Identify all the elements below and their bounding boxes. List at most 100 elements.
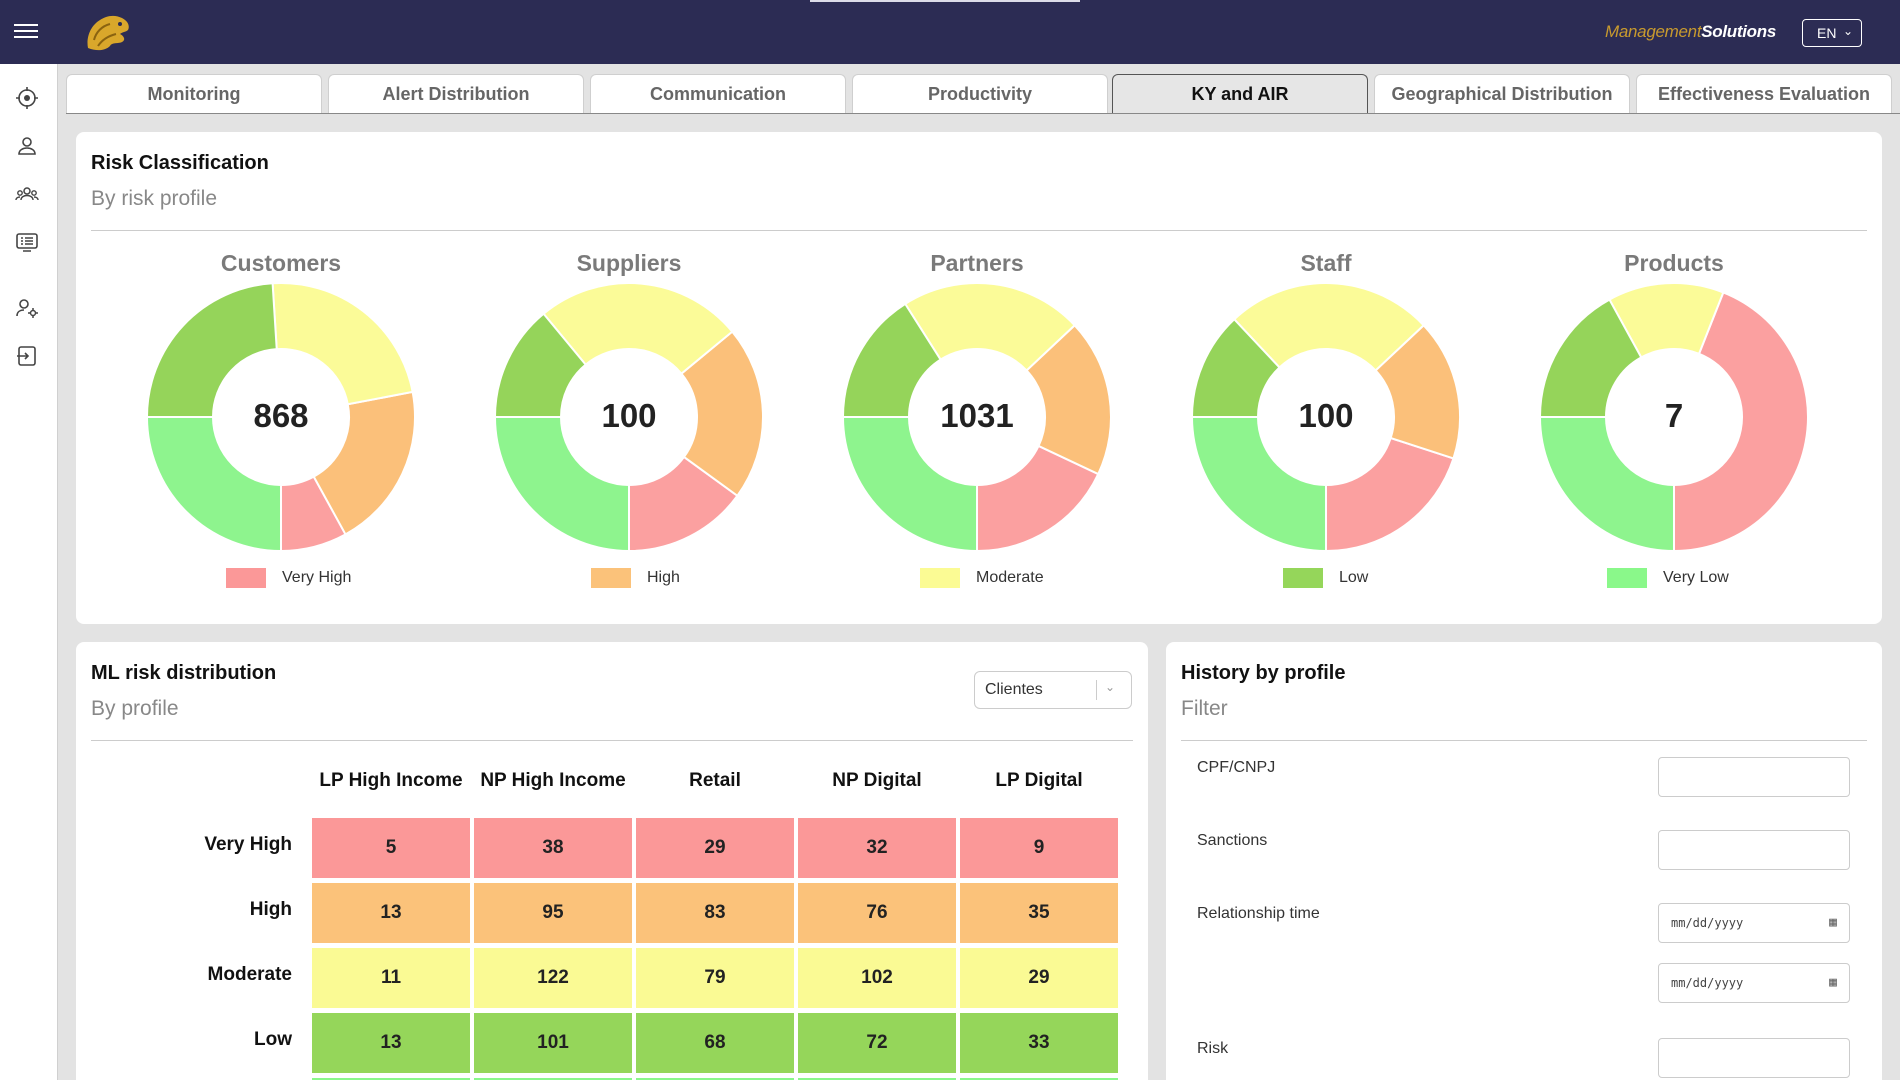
card-subtitle: By risk profile (91, 187, 218, 210)
table-cell-partial (312, 1078, 470, 1080)
tab-monitoring[interactable]: Monitoring (66, 74, 322, 114)
donut-slice-moderate[interactable] (903, 282, 1077, 372)
tab-productivity[interactable]: Productivity (852, 74, 1108, 114)
table-cell[interactable]: 83 (636, 883, 794, 943)
tab-ky-and-air[interactable]: KY and AIR (1112, 74, 1368, 114)
donut-slice-moderate[interactable] (1232, 282, 1426, 372)
table-cell[interactable]: 79 (636, 948, 794, 1008)
column-header: LP High Income (319, 770, 463, 791)
table-cell[interactable]: 13 (312, 1013, 470, 1073)
tab-effectiveness-evaluation[interactable]: Effectiveness Evaluation (1636, 74, 1892, 114)
tab-underline (66, 113, 1900, 114)
table-cell[interactable]: 68 (636, 1013, 794, 1073)
chevron-down-icon: ⌄ (1842, 24, 1853, 38)
sanctions-label: Sanctions (1197, 832, 1268, 849)
column-header: NP Digital (832, 770, 922, 791)
profile-select[interactable]: Clientes ⌄ (974, 671, 1132, 709)
table-cell[interactable]: 102 (798, 948, 956, 1008)
list-icon[interactable] (15, 230, 39, 254)
legend-item-very-low[interactable]: Very Low (1607, 568, 1729, 590)
risk-input[interactable] (1658, 1038, 1850, 1078)
lion-logo-icon[interactable] (82, 10, 134, 54)
table-cell[interactable]: 122 (474, 948, 632, 1008)
table-cell[interactable]: 76 (798, 883, 956, 943)
donut-slice-very-high[interactable] (1325, 436, 1455, 552)
table-cell-partial (798, 1078, 956, 1080)
tab-geographical-distribution[interactable]: Geographical Distribution (1374, 74, 1630, 114)
legend-item-moderate[interactable]: Moderate (920, 568, 1044, 590)
tab-alert-distribution[interactable]: Alert Distribution (328, 74, 584, 114)
donut-slice-low[interactable] (146, 282, 278, 418)
products-donut-chart[interactable] (1539, 282, 1809, 552)
logout-icon[interactable] (15, 344, 39, 368)
donut-slice-very-low[interactable] (1191, 416, 1327, 552)
table-cell[interactable]: 29 (960, 948, 1118, 1008)
donut-slice-high[interactable] (679, 330, 764, 498)
suppliers-donut-chart[interactable] (494, 282, 764, 552)
table-cell[interactable]: 5 (312, 818, 470, 878)
legend-swatch (920, 568, 960, 588)
table-cell[interactable]: 11 (312, 948, 470, 1008)
brand-name: ManagementSolutions (1605, 22, 1776, 41)
donut-title: Products (1624, 250, 1724, 276)
target-icon[interactable] (15, 86, 39, 110)
calendar-icon[interactable]: ▦ (1829, 915, 1837, 930)
donut-slice-moderate[interactable] (542, 282, 734, 376)
donut-slice-very-low[interactable] (1539, 416, 1675, 552)
users-group-icon[interactable] (15, 182, 39, 206)
table-cell[interactable]: 9 (960, 818, 1118, 878)
donut-slice-high[interactable] (312, 390, 416, 536)
hamburger-menu-icon[interactable] (14, 20, 38, 42)
risk-classification-card: Risk Classification By risk profile Cust… (76, 132, 1882, 624)
table-cell[interactable]: 13 (312, 883, 470, 943)
staff-donut-chart[interactable] (1191, 282, 1461, 552)
table-cell[interactable]: 33 (960, 1013, 1118, 1073)
donut-slice-very-low[interactable] (146, 416, 282, 552)
card-title: History by profile (1181, 662, 1346, 684)
user-settings-icon[interactable] (15, 296, 39, 320)
donut-slice-high[interactable] (1025, 323, 1112, 476)
customers-donut-chart[interactable] (146, 282, 416, 552)
tab-communication[interactable]: Communication (590, 74, 846, 114)
language-select[interactable]: EN ⌄ (1802, 19, 1862, 47)
relationship-time-label: Relationship time (1197, 905, 1320, 922)
user-icon[interactable] (15, 134, 39, 158)
legend-item-high[interactable]: High (591, 568, 680, 590)
donut-slice-moderate[interactable] (271, 282, 414, 406)
sanctions-input[interactable] (1658, 830, 1850, 870)
column-header: LP Digital (995, 770, 1083, 791)
table-cell[interactable]: 95 (474, 883, 632, 943)
partners-donut-chart[interactable] (842, 282, 1112, 552)
table-cell[interactable]: 32 (798, 818, 956, 878)
table-cell[interactable]: 29 (636, 818, 794, 878)
donut-slice-very-low[interactable] (494, 416, 630, 552)
table-cell-partial (636, 1078, 794, 1080)
donut-slice-very-high[interactable] (1673, 291, 1809, 552)
donut-total: 100 (1298, 397, 1354, 434)
legend-swatch (591, 568, 631, 588)
tab-bar: Monitoring Alert Distribution Communicat… (66, 74, 1900, 114)
donut-total: 7 (1664, 397, 1684, 434)
relationship-start-date-input[interactable]: mm/dd/yyyy ▦ (1658, 903, 1850, 943)
cpf-cnpj-input[interactable] (1658, 757, 1850, 797)
donut-slice-very-low[interactable] (842, 416, 978, 552)
legend-swatch (1283, 568, 1323, 588)
donut-title: Partners (930, 250, 1024, 276)
donut-title: Customers (220, 250, 342, 276)
table-cell[interactable]: 72 (798, 1013, 956, 1073)
legend-item-low[interactable]: Low (1283, 568, 1368, 590)
history-by-profile-card: History by profile Filter CPF/CNPJ Sanct… (1166, 642, 1882, 1080)
ml-risk-distribution-card: ML risk distribution By profile LP High … (76, 642, 1148, 1080)
row-header: Very High (204, 834, 292, 855)
donut-total: 100 (601, 397, 657, 434)
table-cell[interactable]: 35 (960, 883, 1118, 943)
relationship-end-date-input[interactable]: mm/dd/yyyy ▦ (1658, 963, 1850, 1003)
row-header: High (249, 899, 292, 920)
calendar-icon[interactable]: ▦ (1829, 975, 1837, 990)
table-cell[interactable]: 101 (474, 1013, 632, 1073)
column-header: Retail (689, 770, 741, 791)
table-cell[interactable]: 38 (474, 818, 632, 878)
divider (91, 230, 1867, 231)
card-subtitle: By profile (91, 697, 179, 720)
legend-item-very-high[interactable]: Very High (226, 568, 351, 590)
